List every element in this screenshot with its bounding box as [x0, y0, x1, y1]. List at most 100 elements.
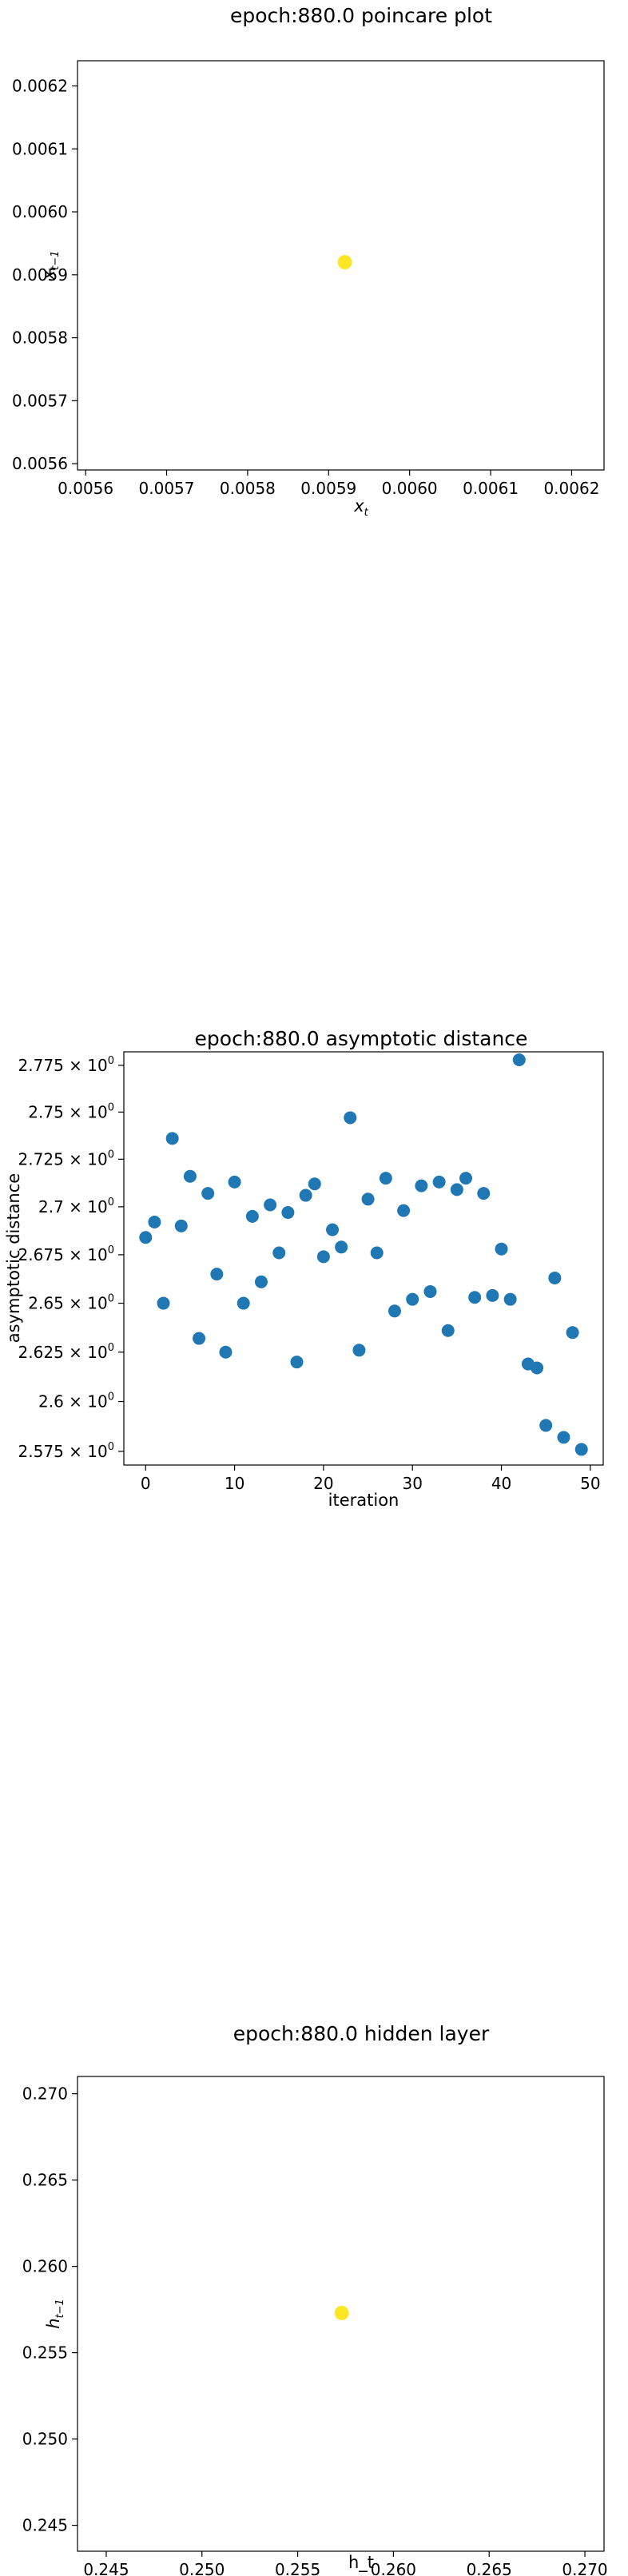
y-tick-label: 0.0061 — [12, 139, 68, 158]
y-ticks: 2.575 × 100 2.6 × 100 2.625 × 100 2.65 × 10… — [18, 1055, 124, 1461]
data-point — [308, 1177, 321, 1191]
points — [337, 255, 352, 270]
data-point — [557, 1431, 570, 1444]
x-tick-label: 0.0056 — [58, 479, 113, 498]
y-tick-label: 2.675 × 100 — [18, 1244, 114, 1264]
y-tick-label: 0.0062 — [12, 77, 68, 96]
x-tick-label: 0.255 — [275, 2560, 320, 2576]
data-point — [477, 1187, 491, 1200]
data-point — [388, 1304, 401, 1318]
x-tick-label: 0 — [141, 1474, 151, 1493]
data-point — [254, 1275, 268, 1288]
x-tick-label: 20 — [313, 1474, 333, 1493]
x-tick-label: 0.0062 — [543, 479, 599, 498]
data-point — [219, 1345, 233, 1359]
x-tick-label: 0.250 — [179, 2560, 225, 2576]
data-point — [423, 1284, 437, 1298]
y-tick-label: 0.270 — [22, 2084, 68, 2104]
plot-area — [123, 1051, 604, 1466]
data-point — [210, 1268, 224, 1281]
chart-title: epoch:880.0 asymptotic distance — [195, 1027, 528, 1050]
data-point — [228, 1175, 241, 1188]
data-point — [432, 1175, 446, 1188]
hidden-layer-chart: epoch:880.0 hidden layer 0.245 0.250 0.255… — [22, 2022, 608, 2576]
data-point — [183, 1169, 197, 1183]
x-tick-label: 0.0058 — [220, 479, 276, 498]
y-tick-label: 0.260 — [22, 2257, 68, 2276]
data-point — [574, 1443, 588, 1456]
y-ticks: 0.0056 0.0057 0.0058 0.0059 0.0060 0.0061 0.00… — [12, 77, 78, 473]
y-tick-label: 0.0060 — [12, 202, 68, 221]
y-tick-label: 0.265 — [22, 2171, 68, 2190]
data-point — [539, 1419, 553, 1432]
y-axis-label: ht−1 — [44, 2299, 66, 2329]
points — [334, 2305, 349, 2320]
x-tick-label: 0.0061 — [463, 479, 519, 498]
data-point — [548, 1271, 562, 1284]
data-point — [290, 1356, 304, 1369]
y-tick-label: 0.255 — [22, 2343, 68, 2363]
chart-title: epoch:880.0 hidden layer — [233, 2022, 490, 2045]
x-tick-label: 0.270 — [562, 2560, 607, 2576]
data-point — [495, 1242, 508, 1256]
data-point — [236, 1296, 250, 1310]
data-point — [165, 1132, 179, 1145]
data-point — [352, 1344, 366, 1357]
x-tick-label: 10 — [225, 1474, 244, 1493]
data-point — [379, 1172, 392, 1185]
x-tick-label: 0.0059 — [300, 479, 356, 498]
y-tick-label: 0.0058 — [12, 328, 68, 348]
y-tick-label: 2.6 × 100 — [38, 1392, 114, 1411]
y-tick-label: 0.250 — [22, 2430, 68, 2449]
data-point — [503, 1292, 517, 1306]
y-tick-label: 2.75 × 100 — [28, 1101, 114, 1121]
x-tick-label: 0.0057 — [139, 479, 195, 498]
x-tick-label: 0.245 — [83, 2560, 129, 2576]
data-point — [299, 1188, 312, 1202]
x-ticks: 0.0056 0.0057 0.0058 0.0059 0.0060 0.0061 0.00… — [58, 470, 599, 498]
data-point — [157, 1296, 170, 1310]
y-tick-label: 2.775 × 100 — [18, 1055, 114, 1075]
x-ticks: 0.245 0.250 0.255 0.260 0.265 0.270 — [83, 2551, 608, 2576]
data-point — [361, 1192, 375, 1206]
data-point — [139, 1231, 153, 1244]
data-point — [264, 1198, 277, 1212]
y-ticks: 0.245 0.250 0.255 0.260 0.265 0.270 — [22, 2084, 78, 2535]
x-tick-label: 0.265 — [467, 2560, 512, 2576]
data-point — [281, 1206, 295, 1220]
chart-title: epoch:880.0 poincare plot — [230, 4, 492, 27]
poincare-plot-chart: epoch:880.0 poincare plot 0.0056 0.0057 0.… — [12, 4, 605, 519]
data-point — [148, 1216, 161, 1229]
y-tick-label: 0.0056 — [12, 454, 68, 473]
x-axis-label: iteration — [328, 1491, 399, 1510]
data-point — [370, 1246, 384, 1260]
data-point — [326, 1223, 340, 1236]
asymptotic-distance-chart: epoch:880.0 asymptotic distance 0 10 20 30 4… — [4, 1027, 604, 1510]
data-point — [201, 1187, 215, 1200]
y-tick-label: 0.0059 — [12, 265, 68, 285]
data-point — [415, 1179, 428, 1192]
data-point — [316, 1250, 330, 1264]
x-axis-label: xt — [353, 496, 368, 519]
x-tick-label: 0.260 — [371, 2560, 416, 2576]
data-point — [459, 1172, 473, 1185]
y-tick-label: 0.245 — [22, 2516, 68, 2535]
y-tick-label: 2.625 × 100 — [18, 1342, 114, 1362]
data-point — [450, 1183, 463, 1196]
data-point — [334, 2305, 349, 2320]
data-point — [512, 1053, 526, 1066]
y-axis-label: asymptotic distance — [4, 1173, 23, 1343]
y-tick-label: 2.7 × 100 — [38, 1196, 114, 1216]
data-point — [174, 1219, 188, 1232]
points — [139, 1053, 588, 1456]
data-point — [335, 1240, 348, 1254]
x-tick-label: 40 — [491, 1474, 511, 1493]
data-point — [468, 1291, 482, 1304]
data-point — [397, 1204, 411, 1217]
y-tick-label: 2.575 × 100 — [18, 1441, 114, 1461]
y-tick-label: 2.65 × 100 — [28, 1293, 114, 1313]
data-point — [406, 1292, 419, 1306]
x-tick-label: 30 — [402, 1474, 422, 1493]
x-tick-label: 0.0060 — [382, 479, 438, 498]
data-point — [441, 1324, 455, 1337]
